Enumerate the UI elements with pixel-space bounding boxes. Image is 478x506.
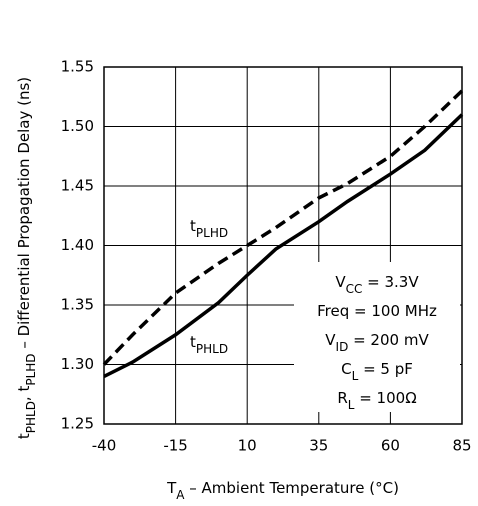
x-axis-label-part: – Ambient Temperature (°C) xyxy=(184,479,398,497)
condition-text: VID = 200 mV xyxy=(325,331,429,354)
y-tick-label: 1.40 xyxy=(61,236,94,254)
condition-text: Freq = 100 MHz xyxy=(317,302,437,320)
condition-text-part: CC xyxy=(346,282,363,296)
plot-frame xyxy=(103,66,463,425)
condition-text: CL = 5 pF xyxy=(341,360,413,383)
series-label-part: t xyxy=(190,217,196,235)
conditions-box xyxy=(294,262,460,412)
x-tick-label: -15 xyxy=(163,437,188,455)
y-axis-label-part: t xyxy=(15,433,33,439)
condition-text-part: L xyxy=(348,398,355,412)
series-label: tPHLD xyxy=(190,333,228,356)
condition-text-part: V xyxy=(325,331,336,349)
condition-text-part: = 5 pF xyxy=(358,360,413,378)
x-tick-label: 10 xyxy=(238,437,257,455)
x-axis-label-part: T xyxy=(166,479,177,497)
y-tick-label: 1.25 xyxy=(61,415,94,433)
x-tick-label: 60 xyxy=(381,437,400,455)
condition-text-part: C xyxy=(341,360,351,378)
y-tick-label: 1.35 xyxy=(61,296,94,314)
x-axis-label-part: A xyxy=(176,488,185,502)
x-tick-label: -40 xyxy=(92,437,117,455)
y-axis-label-part: PHLD xyxy=(24,401,38,433)
condition-text-part: L xyxy=(352,369,359,383)
y-tick-label: 1.55 xyxy=(61,58,94,76)
series-label-part: t xyxy=(190,333,196,351)
series-label-part: PLHD xyxy=(196,226,228,240)
series-label: tPLHD xyxy=(190,217,228,240)
x-axis-label: TA – Ambient Temperature (°C) xyxy=(166,479,399,502)
x-tick-label: 35 xyxy=(309,437,328,455)
x-tick-label: 85 xyxy=(452,437,471,455)
series-label-part: PHLD xyxy=(196,342,228,356)
condition-text-part: = 3.3V xyxy=(362,273,419,291)
condition-text-part: R xyxy=(337,389,347,407)
series-line xyxy=(103,113,464,378)
y-axis-label-part: – Differential Propagation Delay (ns) xyxy=(15,77,33,354)
y-tick-label: 1.45 xyxy=(61,177,94,195)
y-tick-label: 1.50 xyxy=(61,117,94,135)
y-tick-label: 1.30 xyxy=(61,355,94,373)
condition-text-part: ID xyxy=(336,340,349,354)
y-axis-label-part: PLHD xyxy=(24,353,38,385)
condition-text-part: = 100Ω xyxy=(354,389,416,407)
condition-text-part: Freq = 100 MHz xyxy=(317,302,437,320)
y-axis-label: tPHLD, tPLHD – Differential Propagation … xyxy=(15,77,38,439)
condition-text: VCC = 3.3V xyxy=(335,273,419,296)
y-axis-label-part: , t xyxy=(15,386,33,402)
condition-text-part: V xyxy=(335,273,346,291)
condition-text-part: = 200 mV xyxy=(348,331,429,349)
condition-text: RL = 100Ω xyxy=(337,389,416,412)
